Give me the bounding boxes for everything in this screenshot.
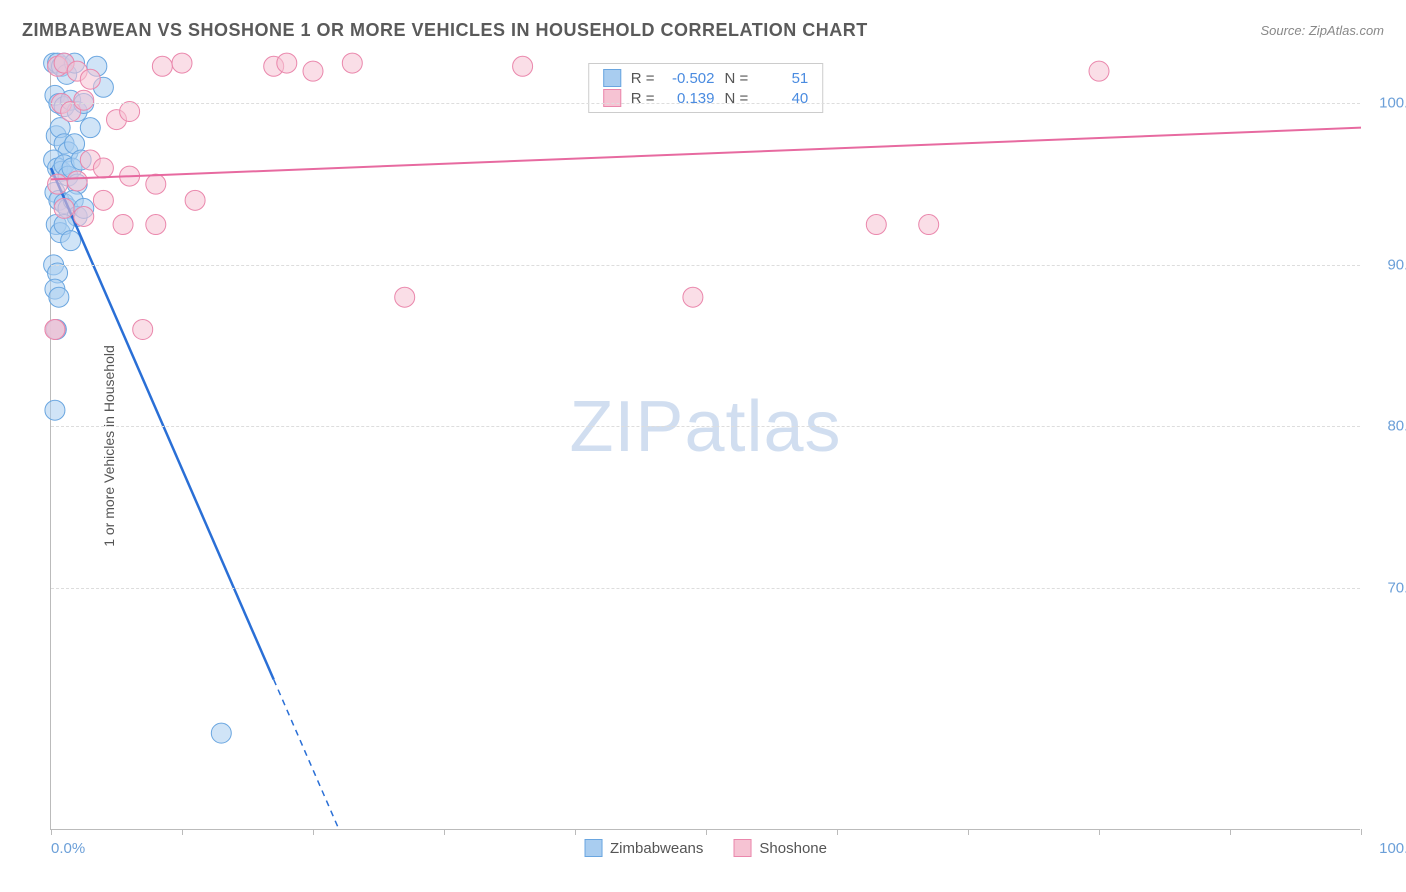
x-tick-label-right: 100.0% (1379, 840, 1406, 857)
scatter-point (49, 287, 69, 307)
trend-line (51, 168, 274, 680)
stats-box: R = -0.502 N = 51 R = 0.139 N = 40 (588, 63, 824, 113)
scatter-point (152, 56, 172, 76)
legend-label-zimbabwean: Zimbabweans (610, 840, 703, 857)
legend-bottom: Zimbabweans Shoshone (584, 839, 827, 857)
y-tick-label: 70.0% (1387, 579, 1406, 596)
scatter-point (93, 190, 113, 210)
stats-r-label-0: R = (631, 70, 655, 87)
trend-line (51, 128, 1361, 180)
x-tick (1361, 829, 1362, 835)
scatter-point (919, 215, 939, 235)
scatter-point (146, 174, 166, 194)
x-tick (706, 829, 707, 835)
scatter-point (93, 158, 113, 178)
x-tick (1230, 829, 1231, 835)
gridline-h (51, 588, 1360, 589)
scatter-point (113, 215, 133, 235)
scatter-point (120, 102, 140, 122)
scatter-point (172, 53, 192, 73)
scatter-point (211, 723, 231, 743)
scatter-point (67, 171, 87, 191)
gridline-h (51, 265, 1360, 266)
scatter-point (146, 215, 166, 235)
scatter-point (80, 118, 100, 138)
legend-swatch-zimbabwean (584, 839, 602, 857)
y-tick-label: 100.0% (1379, 95, 1406, 112)
gridline-h (51, 103, 1360, 104)
legend-label-shoshone: Shoshone (759, 840, 827, 857)
trend-line-dashed (274, 680, 340, 830)
legend-item-zimbabwean: Zimbabweans (584, 839, 703, 857)
y-tick-label: 90.0% (1387, 256, 1406, 273)
stats-n-value-0: 51 (758, 70, 808, 87)
gridline-h (51, 426, 1360, 427)
scatter-point (54, 198, 74, 218)
scatter-point (683, 287, 703, 307)
scatter-point (1089, 61, 1109, 81)
stats-swatch-zimbabwean (603, 69, 621, 87)
scatter-point (866, 215, 886, 235)
stats-row-zimbabwean: R = -0.502 N = 51 (603, 68, 809, 88)
plot-svg (51, 55, 1360, 829)
scatter-point (45, 400, 65, 420)
x-tick (313, 829, 314, 835)
x-tick (575, 829, 576, 835)
plot-area: ZIPatlas R = -0.502 N = 51 R = 0.139 N =… (50, 55, 1360, 830)
scatter-point (513, 56, 533, 76)
scatter-point (45, 319, 65, 339)
scatter-point (74, 206, 94, 226)
x-tick (182, 829, 183, 835)
x-tick (968, 829, 969, 835)
scatter-point (61, 231, 81, 251)
scatter-point (48, 174, 68, 194)
stats-r-value-0: -0.502 (665, 70, 715, 87)
scatter-point (74, 90, 94, 110)
x-tick (51, 829, 52, 835)
scatter-point (133, 319, 153, 339)
scatter-point (342, 53, 362, 73)
y-tick-label: 80.0% (1387, 418, 1406, 435)
legend-swatch-shoshone (733, 839, 751, 857)
x-tick-label-left: 0.0% (51, 840, 85, 857)
chart-title: ZIMBABWEAN VS SHOSHONE 1 OR MORE VEHICLE… (22, 20, 868, 41)
legend-item-shoshone: Shoshone (733, 839, 827, 857)
scatter-point (395, 287, 415, 307)
stats-row-shoshone: R = 0.139 N = 40 (603, 88, 809, 108)
scatter-point (80, 69, 100, 89)
x-tick (444, 829, 445, 835)
scatter-point (303, 61, 323, 81)
x-tick (1099, 829, 1100, 835)
scatter-point (185, 190, 205, 210)
source-label: Source: ZipAtlas.com (1260, 23, 1384, 38)
stats-n-label-0: N = (725, 70, 749, 87)
x-tick (837, 829, 838, 835)
scatter-point (277, 53, 297, 73)
